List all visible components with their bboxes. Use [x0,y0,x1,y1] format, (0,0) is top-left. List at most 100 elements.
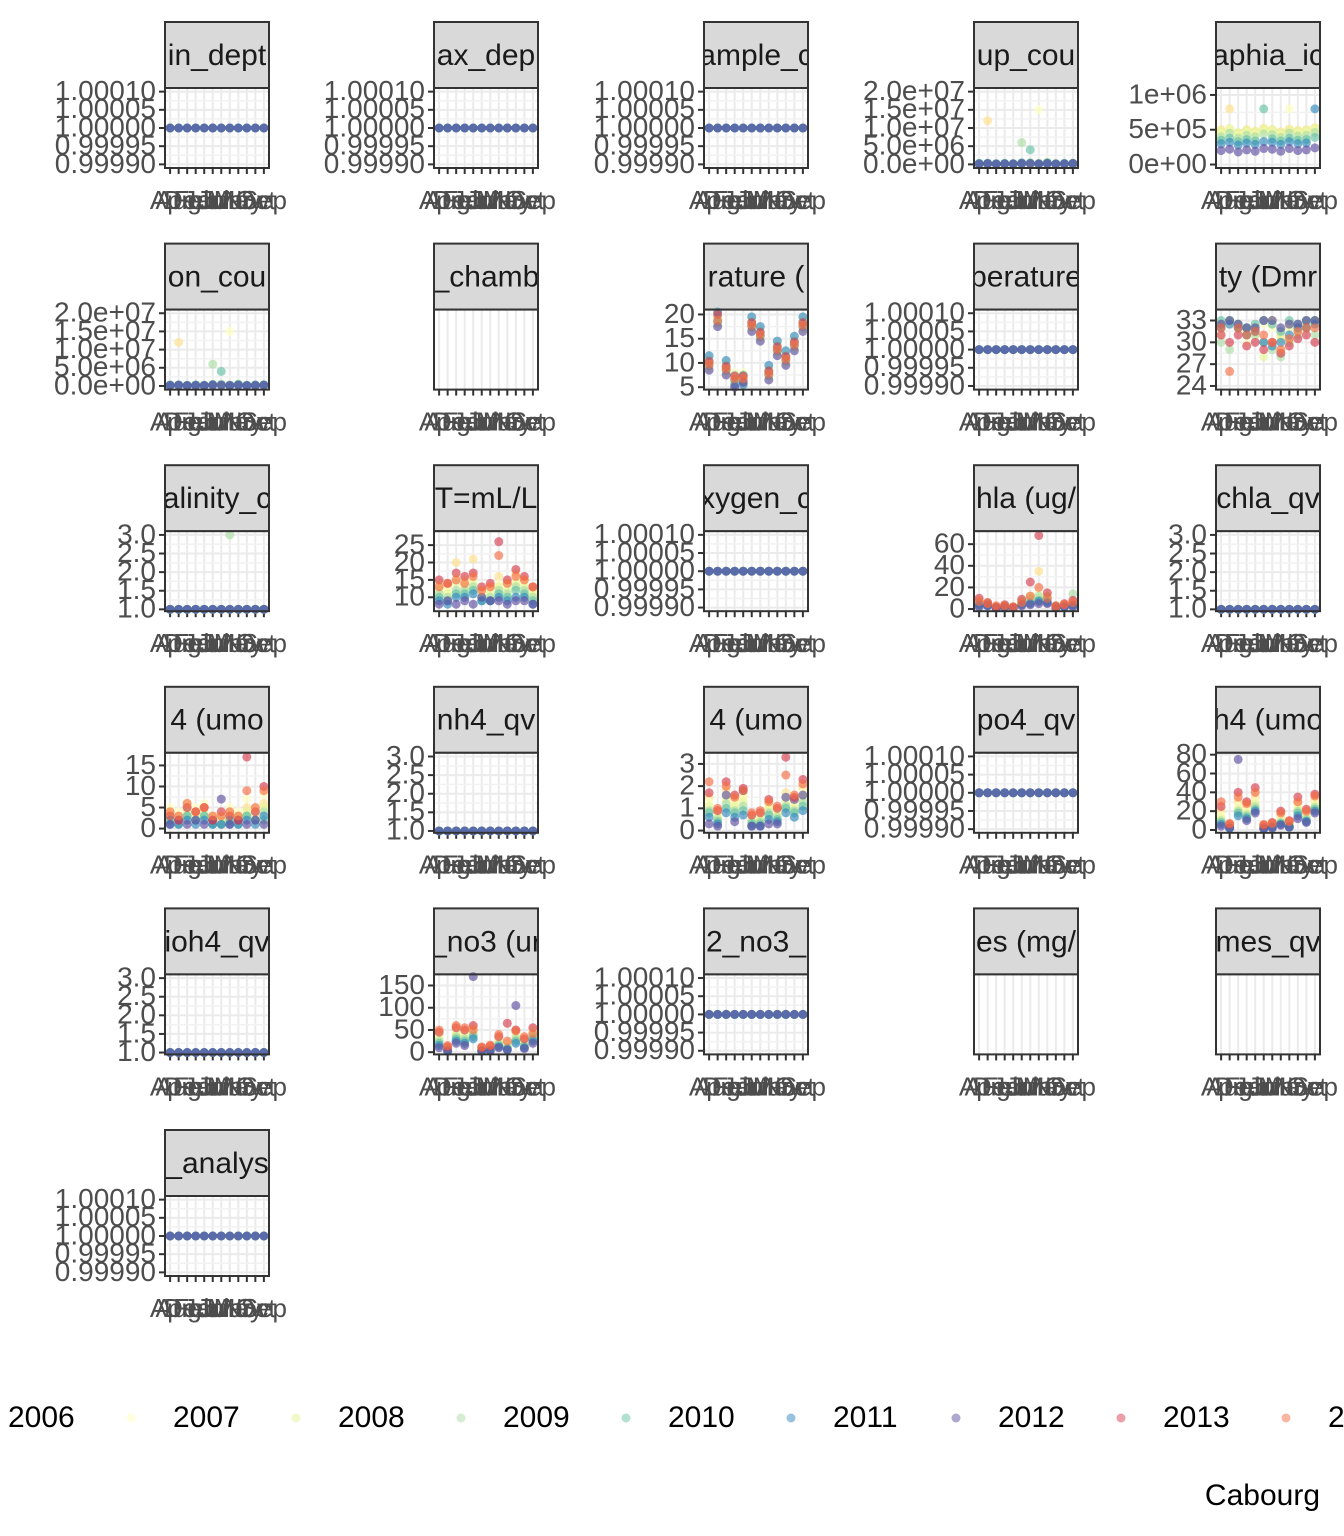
point [1242,138,1252,148]
point [738,810,748,820]
point [755,806,765,816]
point [182,819,192,829]
point [781,123,791,133]
y-tick-label: 0.99990 [594,148,695,179]
point [468,826,478,836]
point [434,826,444,836]
point [1267,604,1277,614]
strip-title: in_dept [168,39,267,72]
x-tick-label: May [1265,185,1314,215]
y-tick-label: 1.5e+07 [863,93,965,124]
point [1242,145,1252,155]
point [730,1009,740,1019]
point [1042,159,1052,169]
point [511,571,521,581]
point [511,1026,521,1036]
legend-key [126,1413,136,1423]
point [1042,345,1052,355]
point [242,381,252,391]
strip-title: _no3 (ur [429,925,542,958]
x-tick-label: Sep [780,850,826,880]
point [468,1025,478,1035]
point [485,826,495,836]
x-tick-label: Oct [504,185,545,215]
panel-border [703,308,809,391]
y-tick-label: 1.00000 [864,333,965,364]
point [1051,345,1061,355]
point [1233,811,1243,821]
x-tick-label: Feb [173,185,218,215]
x-tick-label: Apr [150,185,191,215]
point [1068,598,1078,608]
point [1267,818,1277,828]
point [1284,319,1294,329]
x-tick-label: Aug [1207,185,1253,215]
point [1225,104,1235,114]
x-tick-label: Aug [965,185,1011,215]
x-tick-label: Jun [1009,406,1051,436]
y-tick-label: 1.00010 [594,518,695,549]
point [738,566,748,576]
point [789,812,799,822]
panel-border [164,308,270,391]
point [1242,341,1252,351]
x-tick-label: Sep [1050,850,1096,880]
y-tick-label: 0e+00 [1128,148,1207,179]
point [250,381,260,391]
strip-title: ioh4_qv [164,925,269,958]
point [713,309,723,319]
point [1284,137,1294,147]
point [1233,323,1243,333]
point [519,123,529,133]
point [225,1048,235,1058]
point [502,578,512,588]
x-tick-label: Apr [1201,185,1242,215]
point [772,819,782,829]
point [1310,791,1320,801]
point [991,601,1001,611]
point [1310,323,1320,333]
point [738,1009,748,1019]
point [1000,788,1010,798]
x-tick-label: Jun [469,185,511,215]
point [983,345,993,355]
point [1000,159,1010,169]
point [259,380,269,390]
strip-title: mes_qv [1215,925,1320,958]
x-tick-label: Sep [510,628,556,658]
x-tick-label: Aug [965,406,1011,436]
strip-title: perature [970,261,1082,294]
point [983,599,993,609]
point [704,359,714,369]
point [798,123,808,133]
point [182,123,192,133]
point [259,1048,269,1058]
point [485,582,495,592]
y-tick-label: 3.0 [1168,518,1207,549]
strip-title: po4_qv [977,704,1075,737]
point [165,1048,175,1058]
point [713,1009,723,1019]
point [460,596,470,606]
point [233,1231,243,1241]
x-tick-label: Jul [196,406,229,436]
y-tick-label: 0.99995 [864,351,965,382]
x-tick-label: Oct [235,406,276,436]
x-tick-label: May [214,185,263,215]
point [519,1032,529,1042]
x-tick-label: Jun [200,406,242,436]
point [1233,140,1243,150]
x-tick-label: Jan [452,406,494,436]
point [502,1018,512,1028]
point [259,604,269,614]
point [730,566,740,576]
point [451,1021,461,1031]
point [1059,159,1069,169]
facet-panel: ax_dep 0.999900.999951.000001.000051.0001… [324,21,556,215]
strip-background [703,242,809,311]
point [713,566,723,576]
point [468,589,478,599]
point [434,599,444,609]
point [1250,146,1260,156]
y-tick-label: 1.00010 [864,297,965,328]
